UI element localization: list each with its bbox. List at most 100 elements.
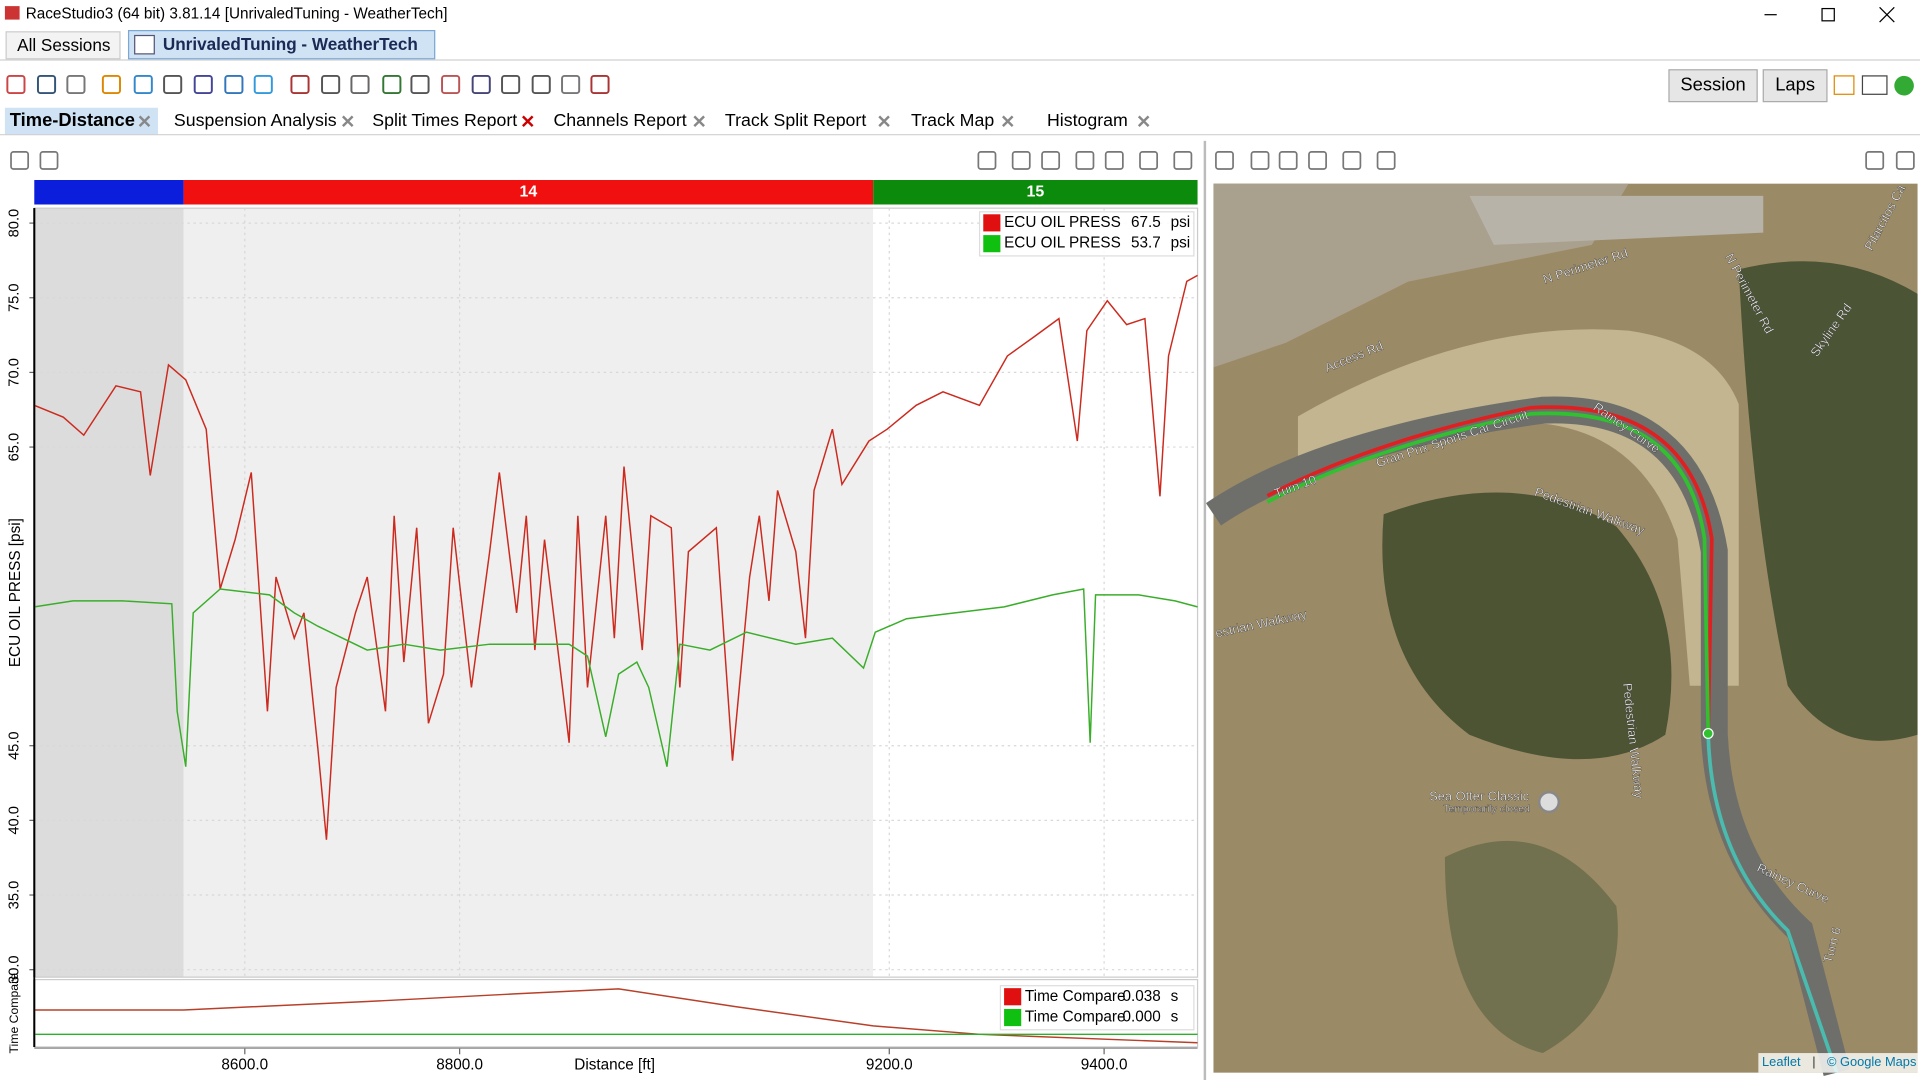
y-tick-label: 35.0 xyxy=(7,881,23,910)
toolbar-button[interactable] xyxy=(441,74,461,95)
parking-area xyxy=(1469,195,1764,245)
report-tab-label: Channels Report xyxy=(553,110,686,130)
panel-tool[interactable] xyxy=(1215,150,1234,170)
panel-tool[interactable] xyxy=(1139,150,1158,170)
session-tab: UnrivaledTuning - WeatherTech xyxy=(163,34,418,54)
panel-tool[interactable] xyxy=(1173,150,1193,170)
report-tab[interactable] xyxy=(716,107,892,135)
panel-tool[interactable] xyxy=(977,150,997,170)
button[interactable] xyxy=(1668,69,1758,103)
trees xyxy=(1738,261,1918,741)
maximize-button[interactable] xyxy=(1821,7,1835,22)
toolbar-button[interactable] xyxy=(1861,75,1888,95)
panel-tool[interactable] xyxy=(1075,150,1095,170)
toolbar-button[interactable] xyxy=(253,74,273,95)
tab-close[interactable] xyxy=(693,115,705,127)
tab-close[interactable] xyxy=(1001,115,1014,127)
y-tick-label: 70.0 xyxy=(7,358,23,387)
app-icon xyxy=(4,6,20,20)
close-button[interactable] xyxy=(1879,6,1895,23)
tab-close[interactable] xyxy=(341,115,354,127)
toolbar-button[interactable] xyxy=(471,74,491,95)
panel-tool[interactable] xyxy=(1041,150,1061,170)
toolbar-button[interactable] xyxy=(224,74,244,95)
toolbar-button[interactable] xyxy=(101,74,121,95)
toolbar-button[interactable] xyxy=(6,74,26,95)
map-attribution: Leaflet xyxy=(1762,1054,1801,1069)
series-line xyxy=(34,588,1198,767)
separator: | xyxy=(1812,1054,1815,1069)
toolbar-button[interactable] xyxy=(193,74,213,95)
tab-close[interactable] xyxy=(138,115,151,127)
toolbar-button[interactable] xyxy=(590,74,610,95)
toolbar-button[interactable] xyxy=(410,74,430,95)
series-line xyxy=(34,274,1198,840)
trace-green xyxy=(1266,411,1710,733)
report-tab[interactable] xyxy=(902,107,1016,135)
report-tab-label: Histogram xyxy=(1047,110,1128,130)
panel-tool[interactable] xyxy=(1104,150,1124,170)
report-tab[interactable] xyxy=(1038,107,1152,135)
legend-unit: s xyxy=(1171,1009,1179,1026)
button[interactable] xyxy=(1762,69,1828,103)
toolbar-button[interactable] xyxy=(561,74,581,95)
panel-tool[interactable] xyxy=(1011,150,1031,170)
toolbar-button[interactable] xyxy=(350,74,370,95)
button-label: Session xyxy=(1680,74,1745,95)
toolbar-button[interactable] xyxy=(501,74,521,95)
panel-tool[interactable] xyxy=(1376,150,1396,170)
trees xyxy=(1382,492,1672,760)
x-tick-label: 8600.0 xyxy=(221,1056,268,1073)
panel-tool[interactable] xyxy=(1278,150,1298,170)
tab-active[interactable] xyxy=(127,30,436,60)
toolbar-button[interactable] xyxy=(1833,75,1855,95)
toolbar-button[interactable] xyxy=(321,74,341,95)
tab[interactable] xyxy=(5,31,121,60)
tab-close[interactable] xyxy=(1137,115,1150,127)
toolbar-button[interactable] xyxy=(531,74,551,95)
panel-tool[interactable] xyxy=(1342,150,1362,170)
toolbar-button[interactable] xyxy=(163,74,183,95)
panel-tool[interactable] xyxy=(1865,150,1885,170)
help-button[interactable] xyxy=(1894,75,1914,96)
y-tick-label: 65.0 xyxy=(7,433,23,462)
toolbar-button[interactable] xyxy=(66,74,86,95)
panel-tool[interactable] xyxy=(1308,150,1327,170)
toolbar-button[interactable] xyxy=(290,74,310,95)
toolbar-button[interactable] xyxy=(382,74,402,95)
series-line xyxy=(34,988,1198,1044)
report-tab[interactable] xyxy=(165,107,356,135)
lap-label: 15 xyxy=(1027,183,1045,200)
report-tab[interactable] xyxy=(544,107,707,135)
toolbar-button[interactable] xyxy=(133,74,153,95)
panel-tool[interactable] xyxy=(10,150,30,170)
legend-readout: 0.038 xyxy=(1123,988,1161,1005)
lap-shade xyxy=(873,208,1198,978)
window-title: RaceStudio3 (64 bit) 3.81.14 [UnrivaledT… xyxy=(26,6,448,23)
report-tab-label: Track Split Report xyxy=(725,110,866,130)
map-panel xyxy=(1205,183,1918,1077)
tab-close[interactable] xyxy=(878,115,890,127)
panel-tool[interactable] xyxy=(1250,150,1270,170)
x-axis-title: Distance [ft] xyxy=(574,1056,655,1073)
legend-unit: psi xyxy=(1171,214,1191,231)
x-tick-label: 9400.0 xyxy=(1081,1056,1128,1073)
legend-name: Time Compare xyxy=(1025,988,1126,1005)
report-tab[interactable] xyxy=(363,107,536,135)
report-tab-label: Track Map xyxy=(911,110,994,130)
legend-swatch xyxy=(983,214,1001,232)
tab-close[interactable] xyxy=(521,115,534,127)
y-axis-title: ECU OIL PRESS [psi] xyxy=(7,518,24,667)
position-marker xyxy=(1702,727,1714,739)
panel-tool[interactable] xyxy=(1895,150,1915,170)
report-tab-label: Split Times Report xyxy=(372,110,517,130)
trace-ref xyxy=(1706,734,1839,1074)
map-attribution: © Google Maps xyxy=(1827,1054,1916,1069)
report-tab-label: Suspension Analysis xyxy=(174,110,337,130)
toolbar-button[interactable] xyxy=(36,74,57,95)
panel-tool[interactable] xyxy=(39,150,59,170)
report-tab-active[interactable] xyxy=(4,107,158,135)
legend-unit: psi xyxy=(1171,235,1191,252)
